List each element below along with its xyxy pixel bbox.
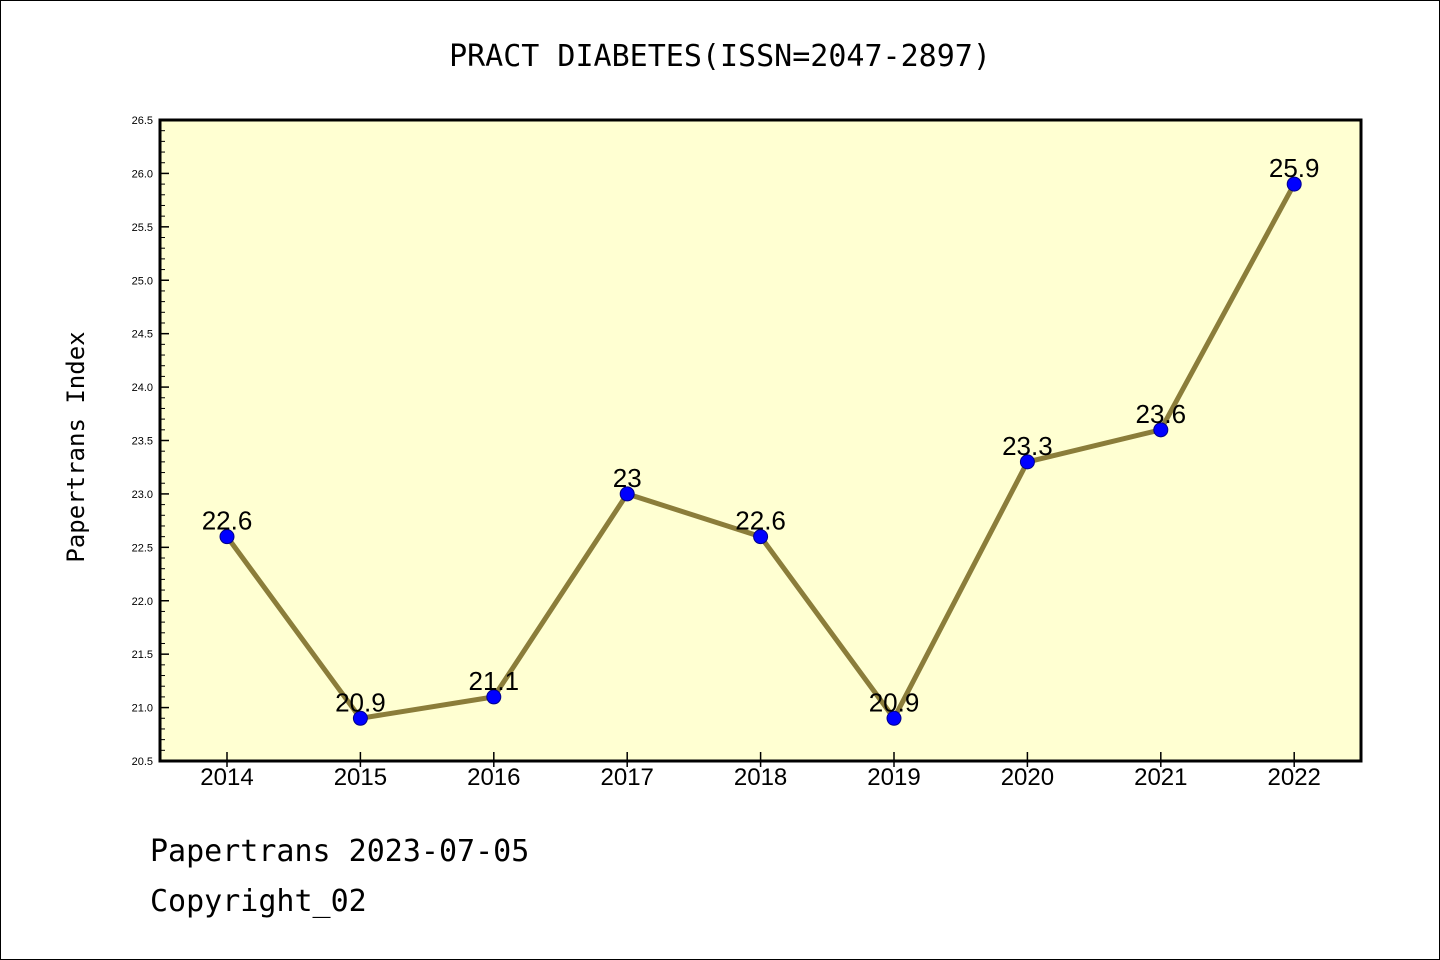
data-point [219, 529, 235, 545]
data-label: 23.3 [1002, 431, 1053, 461]
x-axis: 2014 2015 2016 2017 2018 2019 2020 2021 2022 [200, 752, 1321, 791]
data-label: 23 [613, 463, 642, 493]
data-point [1019, 454, 1035, 470]
data-point [486, 689, 502, 705]
footer-copyright: Copyright_02 [150, 884, 367, 919]
data-label: 22.6 [735, 506, 786, 536]
y-tick-label: 24.0 [132, 382, 153, 394]
y-tick-label: 20.5 [132, 756, 153, 768]
y-tick-label: 22.5 [132, 542, 153, 554]
y-axis-label: Papertrans Index [62, 331, 90, 562]
y-tick-label: 22.0 [132, 596, 153, 608]
data-label: 25.9 [1269, 153, 1320, 183]
y-tick-label: 25.0 [132, 275, 153, 287]
data-label: 22.6 [202, 506, 253, 536]
y-tick-label: 25.5 [132, 222, 153, 234]
data-label: 23.6 [1135, 399, 1186, 429]
data-label: 21.1 [468, 666, 519, 696]
y-tick-label: 24.5 [132, 329, 153, 341]
data-point [619, 486, 635, 502]
data-point [886, 710, 902, 726]
chart-title: PRACT DIABETES(ISSN=2047-2897) [449, 39, 991, 74]
data-point [1286, 176, 1302, 192]
y-tick-label: 21.5 [132, 649, 153, 661]
x-tick-label: 2014 [200, 764, 253, 791]
data-point [352, 710, 368, 726]
x-tick-label: 2017 [601, 764, 654, 791]
x-tick-label: 2020 [1001, 764, 1054, 791]
data-point [753, 529, 769, 545]
y-tick-label: 26.5 [132, 115, 153, 127]
data-point [1153, 422, 1169, 438]
series-layer: 22.6 20.9 21.1 23 22.6 20.9 23.3 23.6 25.9 [202, 153, 1320, 726]
x-tick-label: 2019 [867, 764, 920, 791]
x-tick-label: 2015 [334, 764, 387, 791]
x-tick-label: 2021 [1134, 764, 1187, 791]
y-tick-label: 23.5 [132, 436, 153, 448]
x-tick-label: 2016 [467, 764, 520, 791]
footer-date: Papertrans 2023-07-05 [150, 834, 530, 869]
y-tick-label: 23.0 [132, 489, 153, 501]
y-tick-label: 21.0 [132, 703, 153, 715]
plot-border [158, 118, 1363, 763]
y-tick-label: 26.0 [132, 168, 153, 180]
x-tick-label: 2018 [734, 764, 787, 791]
plot-area [160, 120, 1361, 761]
data-label: 20.9 [335, 687, 386, 717]
x-tick-label: 2022 [1268, 764, 1321, 791]
data-label: 20.9 [869, 687, 920, 717]
